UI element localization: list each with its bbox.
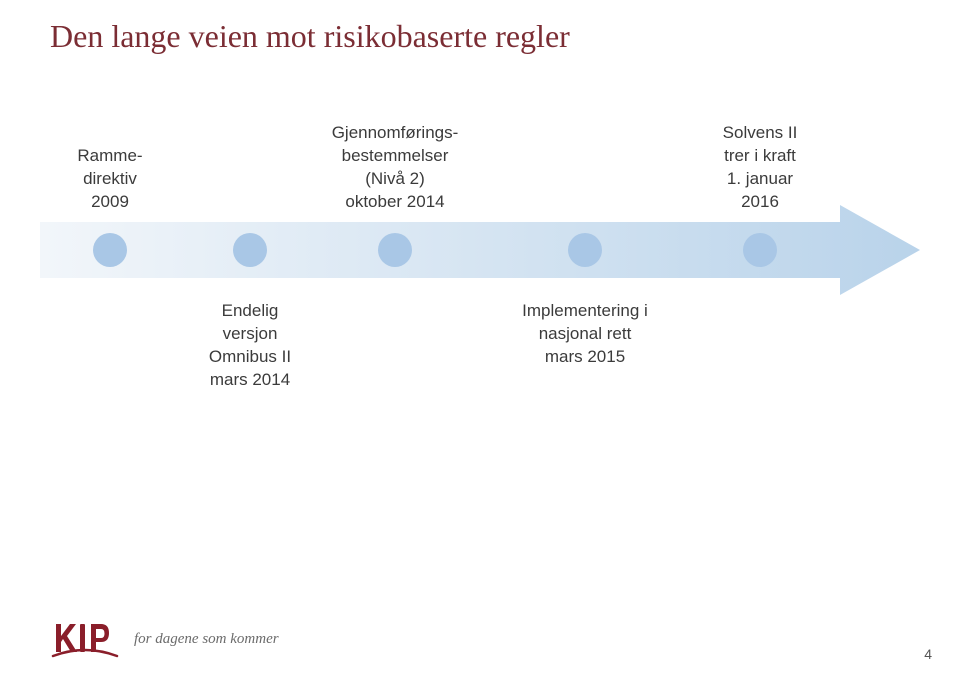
footer: for dagene som kommer xyxy=(50,618,279,660)
timeline-label-bottom: EndeligversjonOmnibus IImars 2014 xyxy=(165,300,335,392)
timeline-arrow xyxy=(40,205,920,295)
timeline-label-top: Gjennomførings-bestemmelser(Nivå 2)oktob… xyxy=(285,122,505,214)
brand-logo xyxy=(50,618,120,660)
timeline-label-bottom: Implementering inasjonal rettmars 2015 xyxy=(485,300,685,369)
timeline-label-top: Ramme-direktiv2009 xyxy=(35,145,185,214)
timeline-dot xyxy=(378,233,412,267)
timeline-dot xyxy=(743,233,777,267)
timeline: Ramme-direktiv2009Gjennomførings-bestemm… xyxy=(40,100,920,400)
page-title: Den lange veien mot risikobaserte regler xyxy=(50,18,570,55)
footer-tagline: for dagene som kommer xyxy=(134,631,279,648)
timeline-dot xyxy=(93,233,127,267)
timeline-dot xyxy=(233,233,267,267)
page-number: 4 xyxy=(924,646,932,662)
timeline-label-top: Solvens IItrer i kraft1. januar2016 xyxy=(675,122,845,214)
timeline-dot xyxy=(568,233,602,267)
